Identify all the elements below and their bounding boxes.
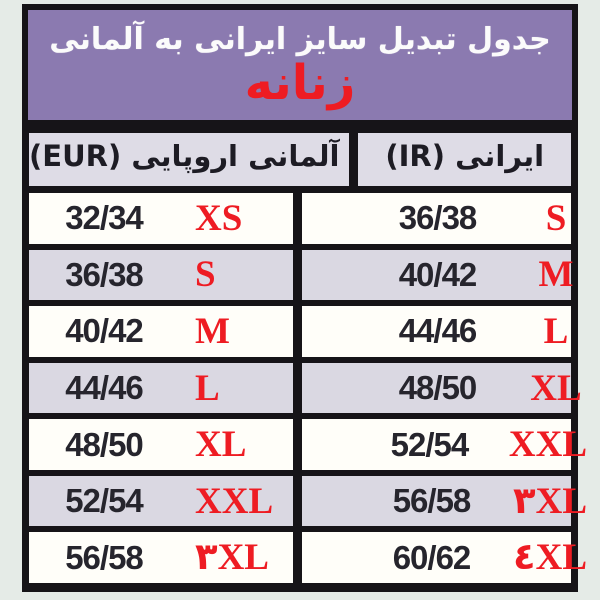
european-size-label: ۳XL bbox=[195, 537, 269, 579]
iranian-size-value: 36/38 bbox=[398, 199, 478, 237]
european-size-cell: 40/42 M bbox=[29, 306, 293, 357]
table-row: 52/54 XXL 56/58 ۳XL bbox=[29, 475, 587, 533]
european-size-label: M bbox=[195, 310, 230, 352]
iranian-size-value: 40/42 bbox=[398, 255, 478, 293]
european-size-value: 48/50 bbox=[65, 425, 144, 463]
table-row: 44/46 L 48/50 XL bbox=[29, 362, 582, 420]
iranian-size-value: 44/46 bbox=[398, 312, 478, 350]
european-size-value: 52/54 bbox=[65, 482, 144, 520]
iranian-size-cell: 40/42 M bbox=[302, 249, 573, 301]
column-header-iranian: ایرانی (IR) bbox=[358, 133, 571, 186]
column-divider bbox=[293, 362, 302, 414]
iranian-size-label: ٤XL bbox=[513, 537, 587, 579]
european-size-label: XXL bbox=[195, 480, 274, 522]
size-table: آلمانی اروپایی (EUR) ایرانی (IR) 32/34 X… bbox=[22, 126, 587, 592]
european-size-cell: 36/38 S bbox=[29, 249, 293, 301]
european-size-value: 56/58 bbox=[65, 538, 144, 576]
european-size-cell: 44/46 L bbox=[29, 362, 293, 414]
iranian-size-cell: 44/46 L bbox=[302, 306, 571, 357]
iranian-size-cell: 52/54 XXL bbox=[302, 419, 587, 470]
european-size-label: XL bbox=[195, 424, 247, 466]
european-size-value: 32/34 bbox=[65, 199, 144, 237]
column-divider bbox=[293, 306, 302, 357]
iranian-size-value: 52/54 bbox=[390, 425, 470, 463]
column-header-european: آلمانی اروپایی (EUR) bbox=[29, 133, 350, 186]
iranian-size-label: ۳XL bbox=[513, 480, 587, 522]
iranian-size-cell: 48/50 XL bbox=[302, 362, 582, 414]
iranian-size-label: S bbox=[545, 197, 567, 239]
european-size-cell: 52/54 XXL bbox=[29, 475, 293, 527]
table-row: 48/50 XL 52/54 XXL bbox=[29, 419, 587, 476]
iranian-size-label: L bbox=[543, 310, 569, 352]
iranian-size-value: 56/58 bbox=[392, 482, 472, 520]
column-divider bbox=[293, 475, 302, 527]
column-divider bbox=[293, 193, 302, 244]
iranian-size-cell: 56/58 ۳XL bbox=[302, 475, 587, 527]
table-header-row: آلمانی اروپایی (EUR) ایرانی (IR) bbox=[29, 133, 571, 193]
iranian-size-value: 60/62 bbox=[392, 538, 472, 576]
column-divider bbox=[293, 419, 302, 470]
column-divider bbox=[293, 249, 302, 301]
european-size-value: 40/42 bbox=[65, 312, 144, 350]
european-size-label: S bbox=[195, 254, 216, 296]
iranian-size-label: M bbox=[538, 254, 574, 296]
table-body: 32/34 XS 36/38 S 36/38 S 40/42 M 40/42 M… bbox=[29, 193, 587, 584]
chart-subtitle: زنانه bbox=[244, 55, 356, 112]
european-size-label: L bbox=[195, 367, 220, 409]
iranian-size-value: 48/50 bbox=[398, 369, 478, 407]
european-size-label: XS bbox=[195, 197, 243, 239]
european-size-cell: 32/34 XS bbox=[29, 193, 293, 244]
european-size-value: 36/38 bbox=[65, 255, 144, 293]
column-divider bbox=[293, 532, 302, 584]
table-row: 40/42 M 44/46 L bbox=[29, 306, 571, 363]
column-divider bbox=[349, 133, 359, 186]
chart-header: جدول تبدیل سایز ایرانی به آلمانی زنانه bbox=[22, 4, 578, 126]
table-row: 36/38 S 40/42 M bbox=[29, 249, 573, 307]
iranian-size-cell: 60/62 ٤XL bbox=[302, 532, 587, 584]
iranian-size-label: XXL bbox=[508, 424, 587, 466]
european-size-cell: 48/50 XL bbox=[29, 419, 293, 470]
european-size-cell: 56/58 ۳XL bbox=[29, 532, 293, 584]
table-row: 32/34 XS 36/38 S bbox=[29, 193, 571, 250]
chart-title: جدول تبدیل سایز ایرانی به آلمانی bbox=[49, 21, 551, 57]
european-size-value: 44/46 bbox=[65, 369, 144, 407]
table-row: 56/58 ۳XL 60/62 ٤XL bbox=[29, 532, 587, 584]
iranian-size-cell: 36/38 S bbox=[302, 193, 571, 244]
iranian-size-label: XL bbox=[530, 367, 582, 409]
